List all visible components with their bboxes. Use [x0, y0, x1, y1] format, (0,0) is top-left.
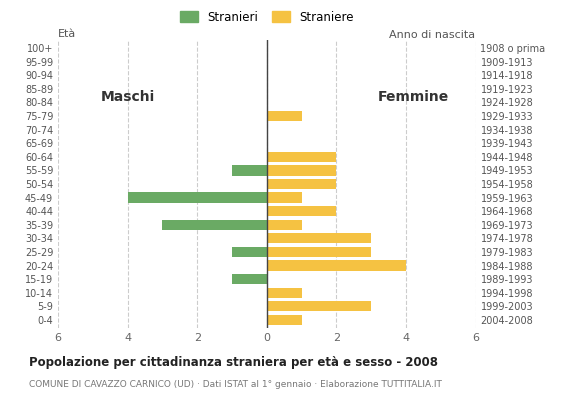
Bar	[267, 260, 406, 271]
Text: Maschi: Maschi	[100, 90, 155, 104]
Bar	[267, 301, 371, 311]
Legend: Stranieri, Straniere: Stranieri, Straniere	[175, 6, 358, 28]
Bar	[267, 152, 336, 162]
Bar	[128, 192, 267, 203]
Bar	[267, 206, 336, 216]
Text: Femmine: Femmine	[378, 90, 448, 104]
Bar	[267, 220, 302, 230]
Bar	[267, 179, 336, 189]
Bar	[267, 111, 302, 121]
Bar	[267, 165, 336, 176]
Text: COMUNE DI CAVAZZO CARNICO (UD) · Dati ISTAT al 1° gennaio · Elaborazione TUTTITA: COMUNE DI CAVAZZO CARNICO (UD) · Dati IS…	[29, 380, 442, 389]
Text: Anno di nascita: Anno di nascita	[390, 30, 476, 40]
Bar	[232, 247, 267, 257]
Bar	[267, 288, 302, 298]
Text: Età: Età	[58, 29, 76, 39]
Bar	[267, 192, 302, 203]
Bar	[232, 274, 267, 284]
Text: Popolazione per cittadinanza straniera per età e sesso - 2008: Popolazione per cittadinanza straniera p…	[29, 356, 438, 369]
Bar	[267, 315, 302, 325]
Bar	[162, 220, 267, 230]
Bar	[267, 247, 371, 257]
Bar	[232, 165, 267, 176]
Bar	[267, 233, 371, 244]
